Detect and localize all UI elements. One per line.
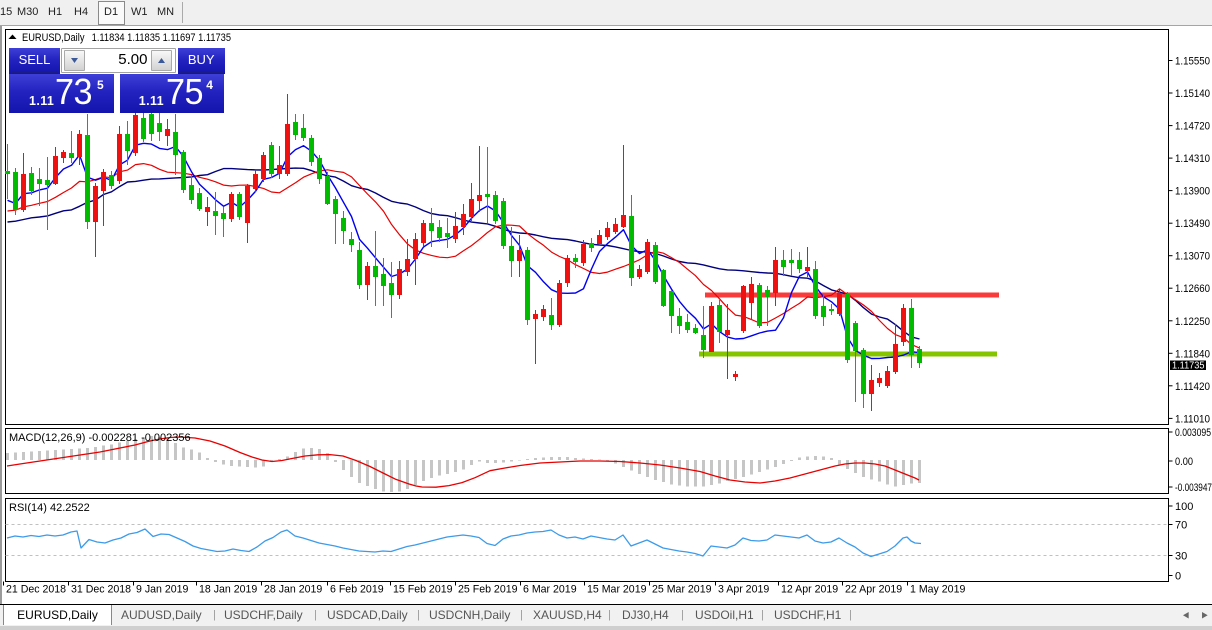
svg-text:15 Mar 2019: 15 Mar 2019 [587, 584, 647, 596]
svg-text:0.003095: 0.003095 [1175, 427, 1211, 439]
svg-text:15 Feb 2019: 15 Feb 2019 [393, 584, 453, 596]
svg-text:EURUSD,Daily 1.11834 1.11835: EURUSD,Daily 1.11834 1.11835 1.11697 1.1… [22, 32, 231, 44]
svg-text:21 Dec 2018: 21 Dec 2018 [6, 584, 66, 596]
svg-text:RSI(14) 42.2522: RSI(14) 42.2522 [9, 502, 90, 514]
svg-text:1.14310: 1.14310 [1175, 153, 1210, 165]
svg-text:1.13490: 1.13490 [1175, 218, 1210, 230]
svg-text:70: 70 [1175, 520, 1187, 532]
svg-text:28 Jan 2019: 28 Jan 2019 [264, 584, 322, 596]
svg-text:1.12660: 1.12660 [1175, 283, 1210, 295]
svg-text:MACD(12,26,9) -0.002281 -0.002: MACD(12,26,9) -0.002281 -0.002356 [9, 432, 191, 444]
svg-text:18 Jan 2019: 18 Jan 2019 [199, 584, 257, 596]
svg-text:6 Mar 2019: 6 Mar 2019 [523, 584, 577, 596]
svg-text:1.14720: 1.14720 [1175, 121, 1210, 133]
svg-text:1.15140: 1.15140 [1175, 88, 1210, 100]
svg-text:0: 0 [1175, 571, 1181, 583]
svg-text:1.12250: 1.12250 [1175, 316, 1210, 328]
svg-text:3 Apr 2019: 3 Apr 2019 [718, 584, 769, 596]
svg-text:-0.003947: -0.003947 [1175, 482, 1212, 494]
svg-text:1.11010: 1.11010 [1175, 413, 1210, 425]
svg-text:22 Apr 2019: 22 Apr 2019 [845, 584, 902, 596]
svg-text:1.11420: 1.11420 [1175, 381, 1210, 393]
svg-text:1.13070: 1.13070 [1175, 251, 1210, 263]
svg-text:1 May 2019: 1 May 2019 [910, 584, 965, 596]
svg-text:1.13900: 1.13900 [1175, 186, 1210, 198]
svg-text:25 Feb 2019: 25 Feb 2019 [458, 584, 518, 596]
svg-text:100: 100 [1175, 501, 1193, 513]
svg-text:30: 30 [1175, 551, 1187, 563]
svg-text:9 Jan 2019: 9 Jan 2019 [136, 584, 189, 596]
svg-text:1.11840: 1.11840 [1175, 348, 1210, 360]
svg-text:6 Feb 2019: 6 Feb 2019 [330, 584, 384, 596]
svg-text:1.11735: 1.11735 [1172, 361, 1205, 372]
svg-text:12 Apr 2019: 12 Apr 2019 [781, 584, 838, 596]
svg-text:31 Dec 2018: 31 Dec 2018 [71, 584, 131, 596]
svg-text:1.15550: 1.15550 [1175, 56, 1210, 68]
svg-text:0.00: 0.00 [1175, 456, 1193, 468]
svg-text:25 Mar 2019: 25 Mar 2019 [652, 584, 712, 596]
